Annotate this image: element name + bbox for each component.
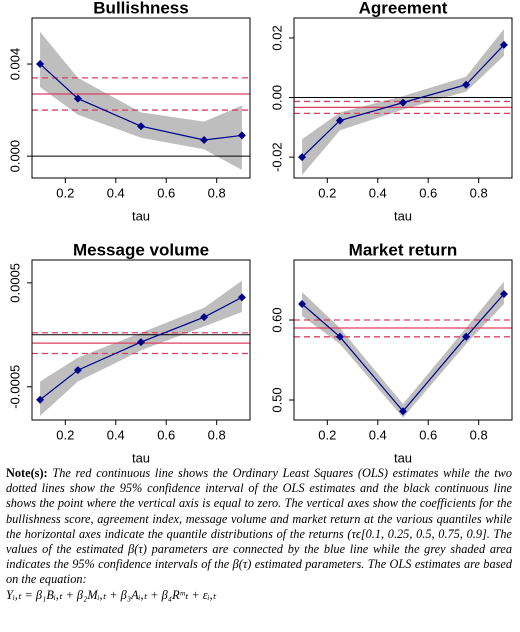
y-tick-label: 0.02 bbox=[269, 25, 284, 50]
note-equation: Yᵢ,ₜ = β₁Bᵢ,ₜ + β₂Mᵢ,ₜ + β₃Aᵢ,ₜ + β₄Rᵐₜ … bbox=[6, 587, 217, 602]
y-tick-label: 0.0005 bbox=[7, 263, 22, 303]
y-tick-label: 0.000 bbox=[7, 140, 22, 173]
plot-frame bbox=[31, 17, 251, 179]
estimate-point bbox=[36, 395, 45, 404]
x-tick-label: 0.6 bbox=[419, 427, 437, 442]
estimate-point bbox=[200, 313, 209, 322]
chart-title: Message volume bbox=[73, 240, 209, 259]
x-axis-label: tau bbox=[394, 450, 412, 465]
estimate-point bbox=[499, 40, 508, 49]
y-tick-label: 0.00 bbox=[269, 85, 284, 110]
estimate-point bbox=[335, 116, 344, 125]
charts: Bullishness 0.2 0.4 0.6 0.8 tau 0.000 0.004 Agre… bbox=[7, 0, 513, 465]
estimate-point bbox=[237, 293, 246, 302]
estimate-point bbox=[137, 338, 145, 347]
note-label: Note(s): bbox=[6, 466, 48, 480]
estimate-point bbox=[298, 300, 307, 308]
x-axis-label: tau bbox=[132, 208, 150, 223]
estimate-point bbox=[73, 94, 82, 103]
x-tick-label: 0.4 bbox=[369, 185, 387, 200]
chart-title: Agreement bbox=[359, 0, 448, 17]
estimate-point bbox=[137, 122, 145, 131]
x-tick-label: 0.8 bbox=[470, 427, 488, 442]
estimate-point bbox=[499, 290, 508, 298]
estimate-point bbox=[298, 153, 307, 162]
y-tick-label: 0.004 bbox=[7, 48, 22, 81]
estimate-point bbox=[462, 80, 471, 89]
x-tick-label: 0.6 bbox=[157, 427, 175, 442]
estimate-point bbox=[399, 98, 407, 107]
y-tick-label: -0.0005 bbox=[7, 365, 22, 409]
chart-title: Bullishness bbox=[93, 0, 188, 17]
x-tick-label: 0.6 bbox=[157, 185, 175, 200]
x-tick-label: 0.8 bbox=[208, 185, 226, 200]
estimate-point bbox=[462, 332, 471, 341]
confidence-band bbox=[40, 280, 242, 416]
estimate-point bbox=[335, 332, 344, 341]
estimate-point bbox=[200, 136, 209, 145]
estimate-point bbox=[237, 131, 246, 140]
plot-frame bbox=[293, 259, 513, 421]
x-tick-label: 0.6 bbox=[419, 185, 437, 200]
x-tick-label: 0.8 bbox=[470, 185, 488, 200]
confidence-band bbox=[302, 281, 504, 418]
y-tick-label: 0.50 bbox=[269, 387, 284, 412]
y-tick-label: 0.60 bbox=[269, 307, 284, 332]
confidence-band bbox=[40, 31, 242, 170]
x-tick-label: 0.2 bbox=[56, 427, 74, 442]
x-axis-label: tau bbox=[132, 450, 150, 465]
chart-title: Market return bbox=[349, 240, 458, 259]
y-tick-label: -0.02 bbox=[269, 142, 284, 172]
x-tick-label: 0.2 bbox=[318, 427, 336, 442]
x-tick-label: 0.4 bbox=[369, 427, 387, 442]
estimate-point bbox=[36, 60, 45, 69]
estimate-line bbox=[301, 293, 505, 413]
plot-frame bbox=[31, 259, 251, 421]
x-tick-label: 0.2 bbox=[56, 185, 74, 200]
x-tick-label: 0.4 bbox=[107, 427, 125, 442]
note: Note(s): The red continuous line shows t… bbox=[6, 466, 512, 603]
note-text: The red continuous line shows the Ordina… bbox=[6, 466, 513, 587]
estimate-point bbox=[399, 407, 407, 416]
x-tick-label: 0.4 bbox=[107, 185, 125, 200]
estimate-point bbox=[73, 366, 82, 375]
x-axis-label: tau bbox=[394, 208, 412, 223]
x-tick-label: 0.8 bbox=[208, 427, 226, 442]
x-tick-label: 0.2 bbox=[318, 185, 336, 200]
